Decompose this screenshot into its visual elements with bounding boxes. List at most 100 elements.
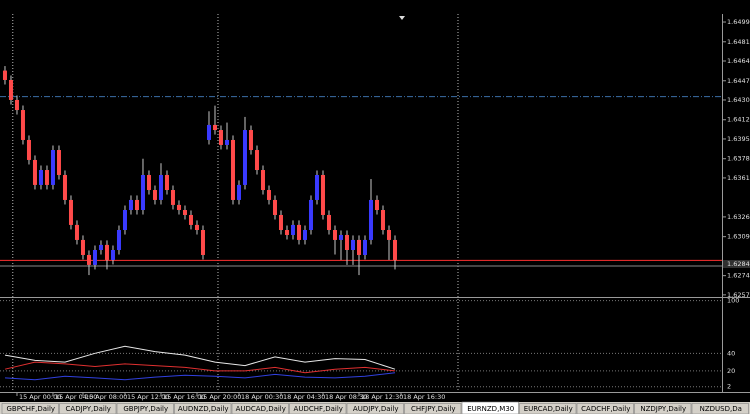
tab-label[interactable]: AUDNZD,Daily	[178, 405, 229, 413]
tab-label[interactable]: EURCAD,Daily	[524, 405, 573, 413]
y-tick-label: 1.64125	[727, 116, 750, 124]
candle-body	[230, 139, 235, 200]
candle-body	[356, 239, 361, 255]
y-tick-label: 1.62745	[727, 272, 750, 280]
candle-body	[68, 199, 73, 225]
candle-body	[104, 244, 109, 260]
tab-frame	[691, 403, 749, 414]
indicator-line	[4, 345, 396, 370]
tab-label[interactable]: GBPCHF,Daily	[6, 405, 55, 413]
indicator-line	[4, 361, 396, 374]
tab[interactable]: GBPCHF,Daily	[1, 403, 59, 414]
y-tick-label: 1.63090	[727, 233, 750, 241]
tab-label[interactable]: CHFJPY,Daily	[411, 405, 456, 413]
candle-body	[140, 174, 145, 211]
candle-body	[122, 210, 127, 231]
tab-frame	[461, 401, 519, 414]
candle-body	[296, 224, 301, 240]
candle-body	[368, 199, 373, 240]
tab[interactable]: AUDNZD,Daily	[174, 403, 232, 414]
tab-frame	[174, 403, 232, 414]
tab-label[interactable]: NZDUSD,Da	[700, 405, 742, 413]
x-tick-label: 15 Apr 08:00	[85, 393, 127, 401]
y-tick-label: 1.63265	[727, 213, 750, 221]
candle-body	[32, 159, 37, 185]
y-tick-label: 1.64815	[727, 38, 750, 46]
y-tick-label: 1.64645	[727, 57, 750, 65]
candle-body	[116, 230, 121, 251]
candle-body	[92, 250, 97, 265]
candle-body	[254, 150, 259, 171]
candle-body	[80, 239, 85, 255]
candle-body	[128, 199, 133, 211]
candle-body	[2, 70, 7, 80]
candle-body	[62, 174, 67, 200]
candle-body	[176, 204, 181, 211]
tabs: GBPCHF,Daily CADJPY,Daily GBPJPY,Daily AUDN…	[1, 401, 749, 414]
tab-label[interactable]: CADJPY,Daily	[66, 405, 111, 413]
indicator-tick-label: 20	[727, 367, 735, 375]
indicator-tick-label: 40	[727, 349, 735, 357]
candle-body	[320, 174, 325, 215]
candle-body	[170, 190, 175, 205]
tab[interactable]: CADJPY,Daily	[59, 403, 117, 414]
candle-body	[248, 130, 253, 151]
candle-body	[146, 174, 151, 191]
candle-body	[332, 230, 337, 240]
bid-label-box	[723, 260, 750, 269]
x-tick-label: 18 Apr 16:30	[403, 393, 445, 401]
candle-body	[386, 230, 391, 240]
candle-body	[308, 199, 313, 231]
tab-frame	[1, 403, 59, 414]
candle-body	[26, 139, 31, 160]
candle-body	[206, 124, 211, 140]
candle-body	[350, 239, 355, 251]
candle-body	[236, 184, 241, 200]
tab[interactable]: GBPJPY,Daily	[116, 403, 174, 414]
tab[interactable]: CADCHF,Daily	[576, 403, 634, 414]
plot: 1.64990 1.64815 1.64645 1.64470 1.64300 1.641…	[0, 14, 750, 401]
candle-body	[338, 234, 343, 240]
candle-body	[260, 170, 265, 191]
tab-label[interactable]: AUDJPY,Daily	[353, 405, 399, 413]
tab-label[interactable]: EURNZD,M30	[467, 405, 514, 413]
tab[interactable]: AUDCHF,Daily	[289, 403, 347, 414]
tab-label[interactable]: CADCHF,Daily	[581, 405, 630, 413]
tab[interactable]: AUDCAD,Daily	[231, 403, 289, 414]
candle-body	[302, 230, 307, 240]
x-tick-label: 18 Apr 12:30	[361, 393, 403, 401]
y-tick-label: 1.62575	[727, 291, 750, 299]
candle-body	[20, 110, 25, 140]
tab[interactable]: EURCAD,Daily	[519, 403, 577, 414]
x-tick-label: 15 Apr 16:00	[163, 393, 205, 401]
tab[interactable]: EURNZD,M30	[461, 401, 519, 414]
y-tick-label: 1.64990	[727, 18, 750, 26]
candle-body	[38, 170, 43, 185]
indicator-tick-label: 100	[727, 297, 739, 305]
tab[interactable]: NZDJPY,Daily	[634, 403, 692, 414]
tab[interactable]: NZDUSD,Da	[691, 403, 749, 414]
tab-label[interactable]: GBPJPY,Daily	[123, 405, 168, 413]
candle-body	[152, 190, 157, 200]
candle-body	[314, 174, 319, 200]
tab[interactable]: CHFJPY,Daily	[404, 403, 462, 414]
candle-body	[278, 214, 283, 231]
tab-frame	[116, 403, 174, 414]
candle-body	[158, 174, 163, 200]
candle-body	[392, 239, 397, 260]
indicator-tick-label: 2	[727, 383, 731, 391]
candle-body	[224, 139, 229, 145]
candle-body	[188, 214, 193, 225]
candle-body	[56, 150, 61, 175]
bid-label: 1.62848	[727, 260, 750, 268]
candle-body	[266, 190, 271, 200]
candle-body	[14, 99, 19, 111]
candle-body	[182, 210, 187, 215]
tab-label[interactable]: AUDCAD,Daily	[236, 405, 286, 413]
tab-label[interactable]: AUDCHF,Daily	[294, 405, 343, 413]
tab-frame	[289, 403, 347, 414]
tab-label[interactable]: NZDJPY,Daily	[640, 405, 686, 413]
candle-body	[272, 199, 277, 215]
tab[interactable]: AUDJPY,Daily	[346, 403, 404, 414]
